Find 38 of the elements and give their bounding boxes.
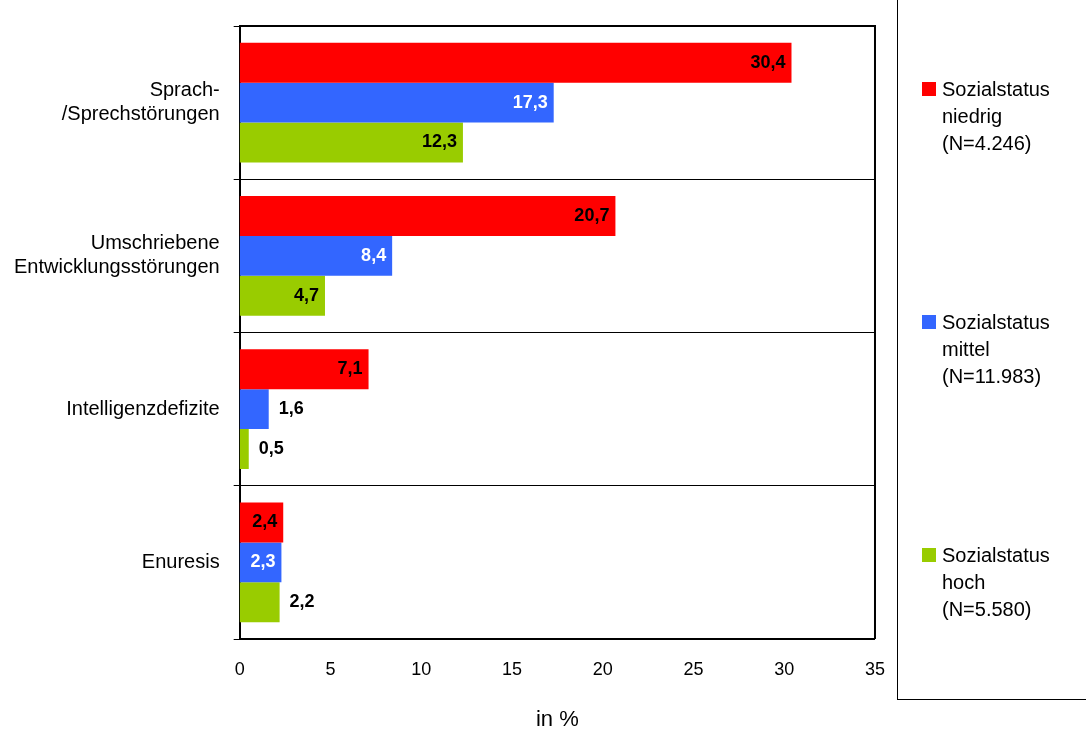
y-tick-label: Umschriebene Entwicklungsstörungen (13, 231, 220, 278)
data-label: 7,1 (337, 358, 363, 379)
legend-label: Sozialstatus niedrig (N=4.246) (942, 77, 1051, 156)
bar (239, 82, 554, 123)
x-tick-label: 5 (325, 658, 336, 679)
data-label: 2,2 (289, 591, 315, 612)
x-tick-label: 0 (234, 658, 245, 679)
bar (239, 389, 269, 430)
y-tick-label: Sprach-/Sprechstörungen (61, 78, 220, 125)
x-axis-title: in % (535, 705, 579, 731)
bar (239, 196, 616, 236)
legend-label: Sozialstatus mittel (N=11.983) (942, 310, 1051, 389)
bar (239, 582, 280, 623)
x-tick-label: 35 (864, 658, 885, 679)
bar (239, 122, 463, 163)
data-label: 12,3 (421, 131, 457, 152)
data-label: 20,7 (574, 205, 610, 225)
data-label: 4,7 (293, 284, 319, 305)
data-label: 1,6 (278, 398, 304, 419)
x-tick-label: 20 (592, 658, 613, 679)
bar (239, 235, 393, 276)
data-label: 17,3 (512, 91, 548, 112)
data-label: 8,4 (361, 244, 387, 265)
x-tick-label: 30 (774, 658, 795, 679)
bar (239, 42, 792, 83)
x-tick-label: 15 (501, 658, 522, 679)
legend-label: Sozialstatus hoch (N=5.580) (942, 543, 1051, 622)
data-label: 30,4 (750, 51, 786, 72)
bar (239, 349, 369, 390)
data-label: 2,3 (250, 551, 276, 572)
x-tick-label: 10 (411, 658, 432, 679)
y-tick-label: Enuresis (141, 549, 220, 572)
y-tick-label: Intelligenzdefizite (66, 396, 220, 419)
bar (239, 429, 249, 469)
x-tick-label: 25 (683, 658, 704, 679)
data-label: 0,5 (258, 437, 284, 458)
data-label: 2,4 (252, 511, 278, 532)
bar (239, 275, 325, 316)
